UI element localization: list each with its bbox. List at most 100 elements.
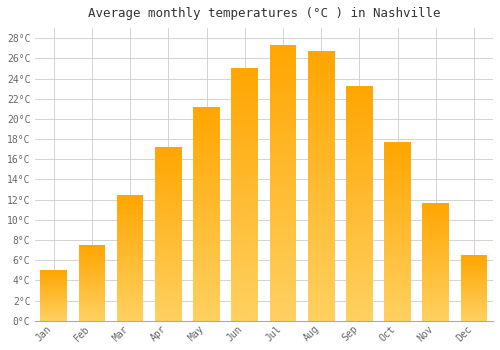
Bar [346, 282, 372, 286]
Bar [116, 215, 143, 217]
Bar [193, 216, 220, 219]
Bar [116, 202, 143, 204]
Bar [193, 158, 220, 160]
Bar [155, 253, 182, 256]
Bar [308, 294, 334, 297]
Bar [155, 154, 182, 156]
Bar [78, 281, 106, 282]
Bar [384, 301, 411, 303]
Bar [232, 248, 258, 251]
Bar [270, 49, 296, 52]
Bar [308, 173, 334, 176]
Bar [308, 223, 334, 226]
Bar [346, 224, 372, 227]
Bar [232, 78, 258, 81]
Bar [346, 309, 372, 312]
Bar [308, 159, 334, 162]
Bar [422, 303, 449, 304]
Bar [78, 276, 106, 277]
Bar [232, 251, 258, 254]
Bar [308, 280, 334, 284]
Bar [78, 298, 106, 299]
Bar [460, 281, 487, 282]
Bar [232, 116, 258, 119]
Bar [308, 129, 334, 132]
Bar [270, 183, 296, 187]
Bar [346, 291, 372, 294]
Bar [193, 232, 220, 235]
Bar [308, 115, 334, 119]
Bar [270, 128, 296, 131]
Bar [232, 144, 258, 147]
Bar [422, 219, 449, 220]
Bar [116, 294, 143, 295]
Bar [40, 274, 67, 275]
Bar [78, 258, 106, 259]
Bar [155, 286, 182, 288]
Bar [193, 184, 220, 187]
Bar [155, 173, 182, 175]
Bar [193, 155, 220, 158]
Bar [78, 254, 106, 256]
Bar [116, 278, 143, 280]
Bar [422, 220, 449, 222]
Bar [232, 280, 258, 283]
Bar [346, 318, 372, 321]
Bar [193, 313, 220, 315]
Bar [422, 225, 449, 226]
Bar [270, 59, 296, 62]
Bar [40, 300, 67, 301]
Bar [270, 279, 296, 283]
Bar [422, 273, 449, 275]
Bar [422, 262, 449, 263]
Bar [155, 228, 182, 230]
Bar [193, 294, 220, 297]
Bar [460, 306, 487, 307]
Bar [78, 302, 106, 303]
Bar [270, 283, 296, 286]
Bar [384, 260, 411, 263]
Bar [232, 106, 258, 110]
Bar [116, 316, 143, 317]
Bar [78, 307, 106, 308]
Bar [308, 216, 334, 220]
Bar [78, 300, 106, 301]
Bar [155, 158, 182, 160]
Bar [308, 176, 334, 179]
Bar [116, 292, 143, 294]
Bar [422, 260, 449, 262]
Bar [155, 290, 182, 293]
Bar [308, 156, 334, 159]
Bar [193, 147, 220, 149]
Bar [116, 308, 143, 310]
Bar [346, 262, 372, 265]
Bar [346, 230, 372, 232]
Bar [116, 256, 143, 258]
Bar [460, 267, 487, 268]
Bar [40, 283, 67, 284]
Bar [308, 186, 334, 189]
Bar [78, 308, 106, 309]
Bar [270, 200, 296, 204]
Bar [384, 263, 411, 265]
Bar [384, 209, 411, 211]
Bar [232, 84, 258, 88]
Bar [270, 317, 296, 321]
Bar [422, 241, 449, 243]
Bar [460, 304, 487, 305]
Bar [40, 281, 67, 282]
Bar [155, 171, 182, 173]
Bar [422, 228, 449, 229]
Bar [422, 222, 449, 223]
Bar [308, 139, 334, 142]
Bar [270, 314, 296, 317]
Bar [40, 301, 67, 302]
Bar [116, 311, 143, 313]
Bar [308, 290, 334, 294]
Bar [116, 247, 143, 248]
Bar [232, 169, 258, 173]
Bar [116, 259, 143, 261]
Bar [193, 270, 220, 273]
Bar [346, 212, 372, 215]
Bar [346, 89, 372, 91]
